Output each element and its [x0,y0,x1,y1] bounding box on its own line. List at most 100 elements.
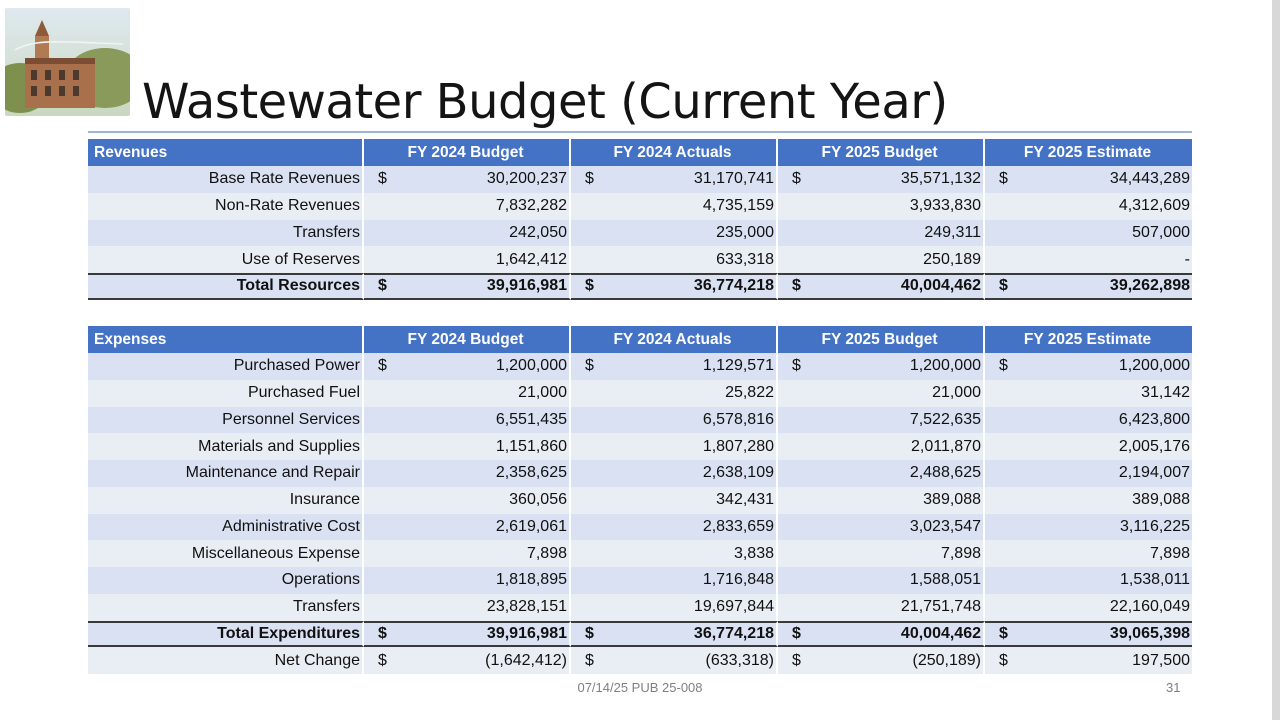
row-label: Transfers [88,219,364,247]
table-row: Insurance 360,056 342,431 389,088 389,08… [88,486,1192,514]
table-cell: 249,311 [778,219,985,247]
column-header-fy2024-actuals: FY 2024 Actuals [571,326,778,353]
table-cell: $40,004,462 [778,620,985,648]
table-row: Maintenance and Repair 2,358,625 2,638,1… [88,460,1192,487]
table-cell: 2,194,007 [985,460,1192,487]
column-header-fy2025-budget: FY 2025 Budget [778,139,985,166]
table-cell: $40,004,462 [778,273,985,300]
table-cell: 7,898 [985,540,1192,567]
table-cell: 633,318 [571,246,778,273]
table-cell: $35,571,132 [778,166,985,193]
table-cell: 4,312,609 [985,192,1192,220]
expenses-header-row: Expenses FY 2024 Budget FY 2024 Actuals … [88,326,1192,353]
table-cell: 235,000 [571,219,778,247]
table-row: Operations 1,818,895 1,716,848 1,588,051… [88,567,1192,594]
table-row: Transfers 23,828,151 19,697,844 21,751,7… [88,593,1192,621]
revenues-header-label: Revenues [88,139,364,166]
table-cell: $1,200,000 [364,353,571,380]
table-cell: 1,538,011 [985,567,1192,594]
table-cell: 2,011,870 [778,433,985,460]
row-label: Use of Reserves [88,246,364,273]
table-row: Purchased Fuel 21,000 25,822 21,000 31,1… [88,379,1192,407]
table-cell: 7,898 [778,540,985,567]
total-row: Total Resources $39,916,981 $36,774,218 … [88,273,1192,300]
table-cell: 360,056 [364,486,571,514]
table-cell: $39,916,981 [364,620,571,648]
row-label: Maintenance and Repair [88,460,364,487]
table-cell: 3,933,830 [778,192,985,220]
table-row: Base Rate Revenues $30,200,237 $31,170,7… [88,166,1192,193]
row-label: Materials and Supplies [88,433,364,460]
table-cell: 507,000 [985,219,1192,247]
window-edge [1272,0,1280,720]
table-cell: $ (250,189) [778,647,985,674]
table-cell: $1,200,000 [778,353,985,380]
table-cell: 2,358,625 [364,460,571,487]
table-cell: 1,807,280 [571,433,778,460]
table-cell: 7,898 [364,540,571,567]
table-cell: 3,023,547 [778,513,985,541]
column-header-fy2024-budget: FY 2024 Budget [364,139,571,166]
table-row: Use of Reserves 1,642,412 633,318 250,18… [88,246,1192,273]
column-header-fy2025-estimate: FY 2025 Estimate [985,139,1192,166]
title-divider [88,131,1192,133]
expenses-header-label: Expenses [88,326,364,353]
revenues-header-row: Revenues FY 2024 Budget FY 2024 Actuals … [88,139,1192,166]
table-row: Non-Rate Revenues 7,832,282 4,735,159 3,… [88,192,1192,220]
table-cell: $39,065,398 [985,620,1192,648]
page-number: 31 [1166,680,1181,695]
table-cell: 342,431 [571,486,778,514]
table-cell: $36,774,218 [571,620,778,648]
table-cell: $34,443,289 [985,166,1192,193]
table-cell: 21,000 [778,379,985,407]
row-label: Insurance [88,486,364,514]
table-cell: 389,088 [778,486,985,514]
column-header-fy2024-budget: FY 2024 Budget [364,326,571,353]
table-cell: 4,735,159 [571,192,778,220]
table-cell: $ (633,318) [571,647,778,674]
net-change-row: Net Change $ (1,642,412) $ (633,318) $ (250… [88,647,1192,674]
row-label: Total Resources [88,273,364,300]
column-header-fy2025-budget: FY 2025 Budget [778,326,985,353]
table-cell: 1,818,895 [364,567,571,594]
row-label: Net Change [88,647,364,674]
table-cell: 6,551,435 [364,406,571,434]
table-cell: 2,833,659 [571,513,778,541]
table-cell: 242,050 [364,219,571,247]
row-label: Purchased Power [88,353,364,380]
table-cell: $197,500 [985,647,1192,674]
column-header-fy2024-actuals: FY 2024 Actuals [571,139,778,166]
table-cell: 250,189 [778,246,985,273]
table-cell: 2,488,625 [778,460,985,487]
table-row: Purchased Power $1,200,000 $1,129,571 $1… [88,353,1192,380]
table-cell: - [985,246,1192,273]
expenses-table: Expenses FY 2024 Budget FY 2024 Actuals … [88,326,1192,674]
table-cell: 1,588,051 [778,567,985,594]
table-cell: 21,751,748 [778,593,985,621]
table-cell: $ (1,642,412) [364,647,571,674]
table-cell: 389,088 [985,486,1192,514]
row-label: Purchased Fuel [88,379,364,407]
row-label: Miscellaneous Expense [88,540,364,567]
slide-title: Wastewater Budget (Current Year) [142,74,948,130]
table-cell: $39,916,981 [364,273,571,300]
table-cell: 23,828,151 [364,593,571,621]
row-label: Operations [88,567,364,594]
row-label: Administrative Cost [88,513,364,541]
table-cell: 2,619,061 [364,513,571,541]
table-row: Transfers 242,050 235,000 249,311 507,00… [88,219,1192,247]
table-cell: $1,200,000 [985,353,1192,380]
column-header-fy2025-estimate: FY 2025 Estimate [985,326,1192,353]
table-cell: 1,716,848 [571,567,778,594]
courthouse-logo-image [5,8,130,116]
city-logo [5,8,130,116]
row-label: Transfers [88,593,364,621]
table-cell: 2,638,109 [571,460,778,487]
revenues-table: Revenues FY 2024 Budget FY 2024 Actuals … [88,139,1192,300]
table-cell: 19,697,844 [571,593,778,621]
table-cell: 7,832,282 [364,192,571,220]
table-cell: 21,000 [364,379,571,407]
table-row: Miscellaneous Expense 7,898 3,838 7,898 … [88,540,1192,567]
table-cell: 31,142 [985,379,1192,407]
table-cell: $1,129,571 [571,353,778,380]
